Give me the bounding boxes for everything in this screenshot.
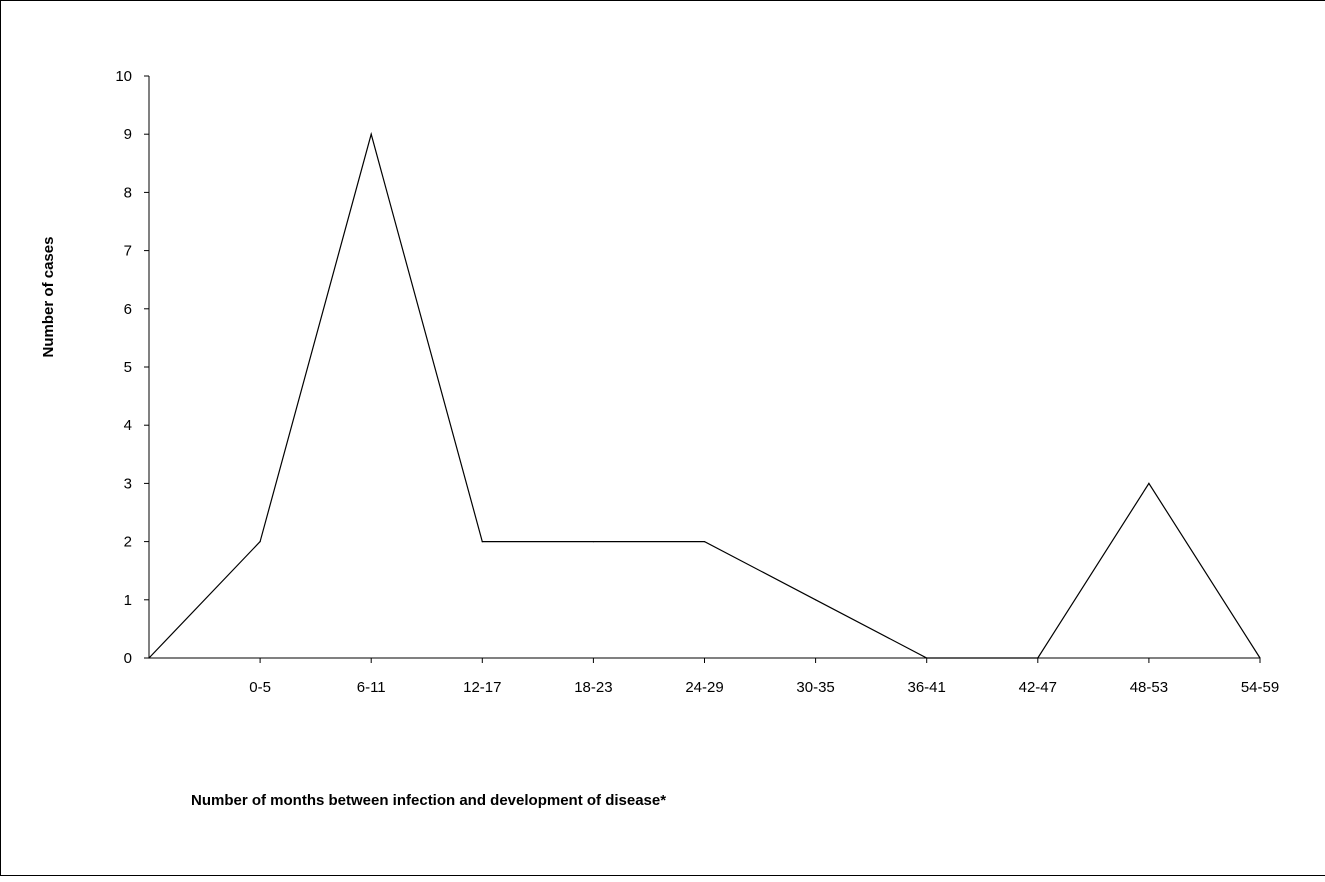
data-point	[481, 541, 483, 543]
data-point	[370, 133, 372, 135]
y-tick-label: 8	[124, 184, 132, 201]
y-tick-label: 1	[124, 592, 132, 609]
x-tick-label: 36-41	[908, 679, 946, 696]
y-tick-label: 4	[124, 417, 132, 434]
y-tick-label: 10	[115, 68, 132, 85]
data-point	[1148, 482, 1150, 484]
series-lines	[148, 131, 1261, 659]
data-point	[815, 599, 817, 601]
x-tick-label: 12-17	[463, 679, 501, 696]
x-tick-label: 54-59	[1241, 679, 1279, 696]
y-tick-label: 5	[124, 359, 132, 376]
data-point	[1259, 657, 1261, 659]
x-tick-label: 18-23	[574, 679, 612, 696]
data-point	[592, 541, 595, 543]
data-point	[703, 541, 706, 543]
data-point	[1037, 657, 1039, 659]
x-axis-title: Number of months between infection and d…	[191, 792, 666, 809]
series-line	[148, 131, 1261, 659]
y-tick-label: 2	[124, 534, 132, 551]
x-tick-label: 48-53	[1130, 679, 1168, 696]
y-axis-title: Number of cases	[40, 237, 57, 358]
x-tick-label: 42-47	[1019, 679, 1057, 696]
x-tick-label: 24-29	[685, 679, 723, 696]
x-tick-label: 6-11	[357, 679, 386, 696]
data-point	[926, 657, 928, 659]
data-point	[148, 657, 150, 659]
y-tick-label: 0	[124, 650, 132, 667]
y-tick-label: 3	[124, 475, 132, 492]
data-point	[259, 541, 261, 543]
y-tick-label: 9	[124, 126, 132, 143]
y-axis: 0 1 2 3 4 5 6 7 8 9 10	[115, 68, 150, 667]
x-tick-label: 0-5	[249, 679, 271, 696]
x-axis: 0-5 6-11 12-17 18-23 24-29 30-35 36-41 42-47 48-…	[149, 657, 1279, 696]
x-tick-label: 30-35	[796, 679, 834, 696]
y-tick-label: 6	[124, 301, 132, 318]
y-tick-label: 7	[124, 243, 132, 260]
